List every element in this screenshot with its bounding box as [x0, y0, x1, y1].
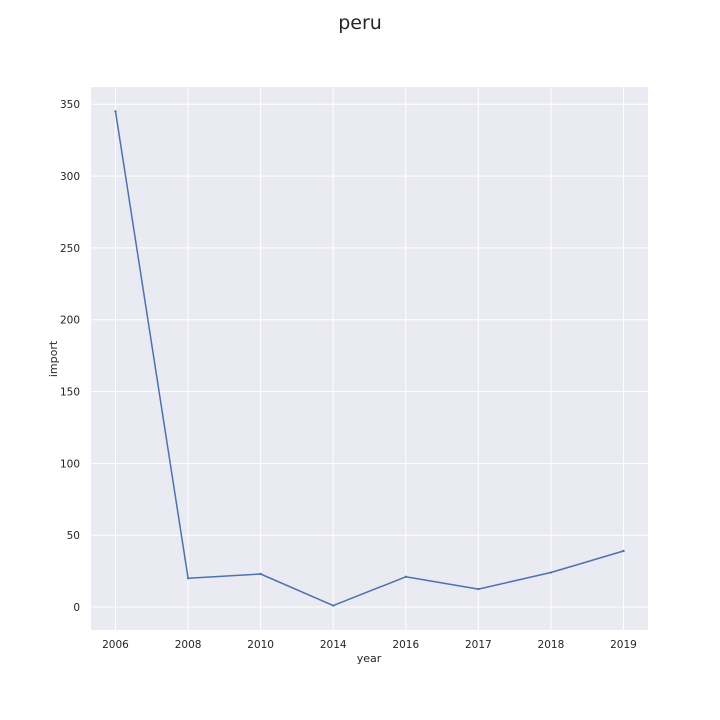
- x-tick-label: 2008: [175, 639, 202, 651]
- series-layer: [114, 110, 625, 607]
- y-tick-label: 200: [60, 315, 80, 327]
- y-tick-label: 100: [60, 458, 80, 470]
- y-tick-label: 250: [60, 243, 80, 255]
- y-tick-label: 300: [60, 171, 80, 183]
- data-point: [477, 587, 480, 591]
- x-tick-label: 2019: [610, 639, 637, 651]
- x-tick-label: 2016: [392, 639, 419, 651]
- grid-lines: [91, 87, 648, 630]
- data-point: [114, 110, 117, 113]
- series-line: [114, 111, 624, 607]
- x-tick-label: 2017: [465, 639, 492, 651]
- x-tick-label: 2018: [538, 639, 565, 651]
- y-axis-label: import: [47, 340, 60, 377]
- data-point: [186, 577, 190, 580]
- x-tick-label: 2014: [320, 639, 347, 651]
- chart-title: peru: [338, 12, 382, 34]
- data-point: [259, 572, 262, 576]
- y-tick-label: 50: [67, 530, 80, 542]
- data-point: [404, 575, 407, 579]
- y-tick-label: 350: [60, 99, 80, 111]
- data-point: [622, 549, 625, 553]
- x-tick-label: 2006: [102, 639, 129, 651]
- data-point: [332, 604, 335, 607]
- x-tick-label: 2010: [247, 639, 274, 651]
- tick-labels: 0 50 100 150 200 250 300 350 2006 2008 2010 2014 201…: [60, 99, 637, 651]
- y-tick-label: 150: [60, 387, 80, 399]
- data-point: [549, 571, 553, 574]
- plot-area: [91, 87, 648, 630]
- y-tick-label: 0: [73, 602, 80, 614]
- x-axis-label: year: [357, 652, 382, 665]
